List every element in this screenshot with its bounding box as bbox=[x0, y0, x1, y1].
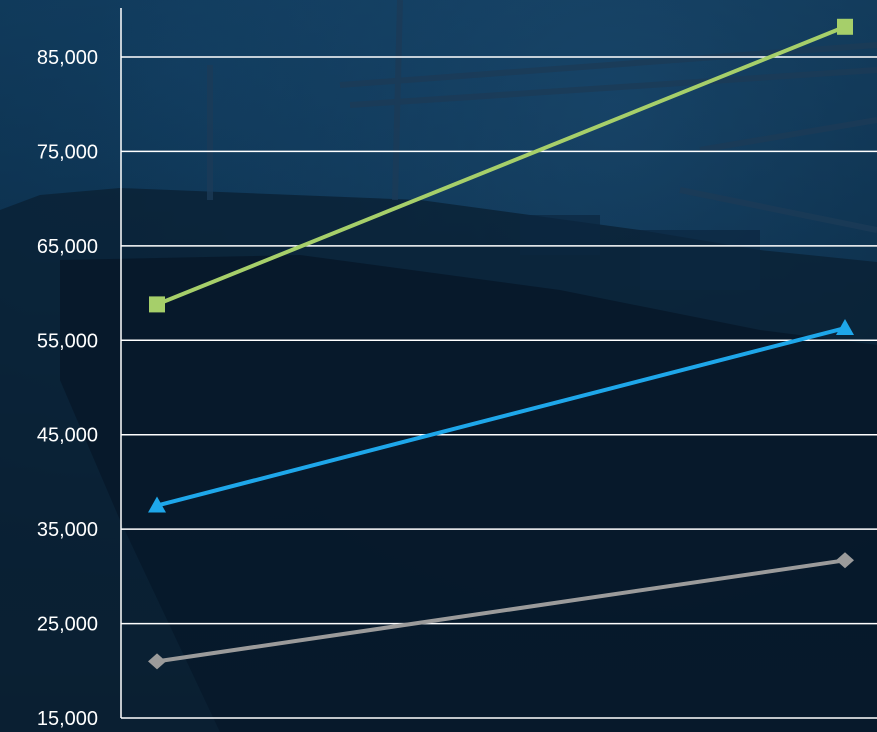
y-tick-label: 85,000 bbox=[37, 47, 98, 69]
series-line-3 bbox=[156, 558, 846, 664]
series-1-point-2 bbox=[837, 18, 853, 35]
y-tick-label: 75,000 bbox=[37, 141, 98, 163]
series-3-point-2 bbox=[836, 552, 854, 569]
y-tick-label: 35,000 bbox=[37, 519, 98, 541]
y-tick-label: 25,000 bbox=[37, 614, 98, 636]
y-tick-label: 65,000 bbox=[37, 236, 98, 258]
y-axis-tick-labels: 15,000 25,000 35,000 45,000 55,000 65,000 75,0… bbox=[37, 47, 98, 730]
series-2-point-1 bbox=[148, 496, 166, 513]
series-3-point-1 bbox=[148, 653, 166, 670]
gridlines bbox=[121, 56, 877, 719]
series-2-point-2 bbox=[836, 319, 854, 336]
series-line-2 bbox=[156, 326, 846, 508]
y-tick-label: 55,000 bbox=[37, 330, 98, 352]
series-1-point-1 bbox=[149, 296, 165, 313]
y-tick-label: 15,000 bbox=[37, 708, 98, 730]
y-tick-label: 45,000 bbox=[37, 425, 98, 447]
series-line-1 bbox=[156, 24, 846, 307]
series-layer bbox=[148, 18, 854, 670]
